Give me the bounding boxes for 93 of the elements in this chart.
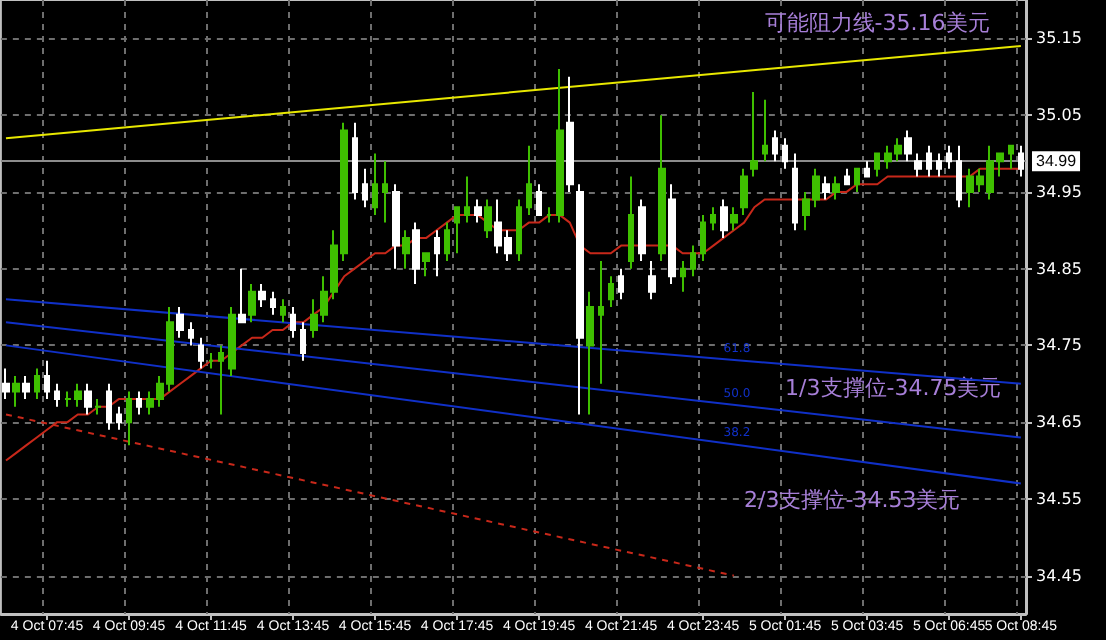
candlestick [864, 160, 870, 178]
ref-line-label: 34.99 [1036, 152, 1078, 171]
candlestick [874, 152, 880, 178]
candlestick [392, 183, 400, 270]
candlestick [444, 221, 450, 262]
candlestick [680, 259, 686, 293]
candlestick [198, 336, 204, 370]
candlestick [248, 282, 256, 324]
candlestick [586, 290, 594, 416]
candlestick [638, 198, 646, 262]
y-tick-label: 34.65 [1036, 413, 1082, 432]
candlestick [628, 175, 634, 270]
candlestick [904, 129, 912, 163]
candlestick [12, 375, 20, 408]
candlestick [454, 206, 460, 255]
candlestick [668, 183, 676, 285]
y-tick-label: 34.55 [1036, 489, 1082, 508]
candlestick [270, 290, 276, 316]
candlestick [434, 229, 440, 278]
candlestick [136, 390, 142, 416]
candlestick [648, 259, 656, 301]
candlestick [782, 137, 788, 170]
candlestick [792, 152, 798, 232]
candlestick [126, 390, 132, 447]
annotation: 1/3支撑位-34.75美元 [785, 374, 1002, 401]
candlestick [94, 398, 102, 416]
y-tick-label: 34.45 [1036, 566, 1082, 585]
candlestick [536, 183, 542, 216]
candlestick [832, 175, 840, 201]
candlestick [618, 267, 624, 301]
candlestick [412, 221, 420, 285]
candlestick [22, 375, 30, 401]
candlestick [700, 213, 706, 262]
candlestick [516, 198, 522, 262]
candlestick [730, 206, 738, 232]
candlestick [362, 167, 368, 209]
candlestick [218, 344, 224, 416]
y-tick-label: 34.75 [1036, 336, 1082, 355]
y-tick-label: 35.05 [1036, 106, 1082, 125]
candlestick [238, 267, 246, 324]
annotation: 可能阻力线-35.16美元 [764, 10, 990, 37]
candlestick [54, 382, 60, 408]
candlestick [280, 298, 286, 324]
candlestick [566, 75, 574, 193]
candlestick [188, 321, 194, 347]
candlestick [422, 252, 430, 278]
candlestick [34, 367, 40, 401]
candlestick [608, 275, 614, 308]
candlestick [382, 160, 388, 224]
candlestick [290, 306, 296, 339]
candlestick [576, 183, 584, 416]
candlestick [484, 198, 492, 239]
candlestick [658, 114, 666, 262]
candlestick [526, 144, 532, 216]
candlestick [946, 144, 952, 170]
candlestick [208, 352, 214, 370]
candlestick [2, 367, 10, 401]
candlestick [598, 259, 604, 385]
candlestick [1008, 144, 1014, 170]
candlestick [464, 175, 470, 224]
candlestick [300, 321, 306, 362]
y-tick-label: 34.85 [1036, 259, 1082, 278]
candlestick [690, 244, 696, 278]
candlestick [1018, 144, 1024, 178]
candlestick [956, 144, 962, 209]
candlestick [258, 282, 266, 308]
candlestick [822, 175, 830, 201]
candlestick [772, 129, 778, 163]
annotation: 2/3支撑位-34.53美元 [744, 487, 961, 514]
candlestick [228, 306, 236, 378]
candlestick [926, 144, 932, 178]
candlestick [44, 359, 50, 401]
candlestick [914, 152, 922, 178]
candlestick [710, 206, 716, 232]
y-tick-label: 34.95 [1036, 182, 1082, 201]
candlestick [762, 98, 768, 163]
candlestick [844, 167, 850, 186]
candlestick [546, 206, 552, 224]
candlestick [402, 229, 410, 270]
candlestick [352, 121, 358, 201]
candlestick [84, 382, 92, 416]
candlestick [556, 68, 564, 224]
candlestick [176, 306, 184, 339]
candlestick [372, 152, 378, 216]
candlestick [936, 152, 942, 178]
candlestick [750, 91, 758, 178]
y-tick-label: 35.15 [1036, 29, 1082, 48]
candlestick [720, 198, 728, 239]
candlestick [474, 198, 482, 224]
candlestick [854, 167, 860, 193]
candlestick [740, 167, 748, 216]
candlestick [116, 405, 122, 431]
candlestick [106, 382, 112, 431]
